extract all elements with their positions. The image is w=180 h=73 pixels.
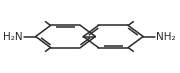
Text: H₂N: H₂N	[3, 32, 22, 41]
Text: NH₂: NH₂	[156, 32, 176, 41]
